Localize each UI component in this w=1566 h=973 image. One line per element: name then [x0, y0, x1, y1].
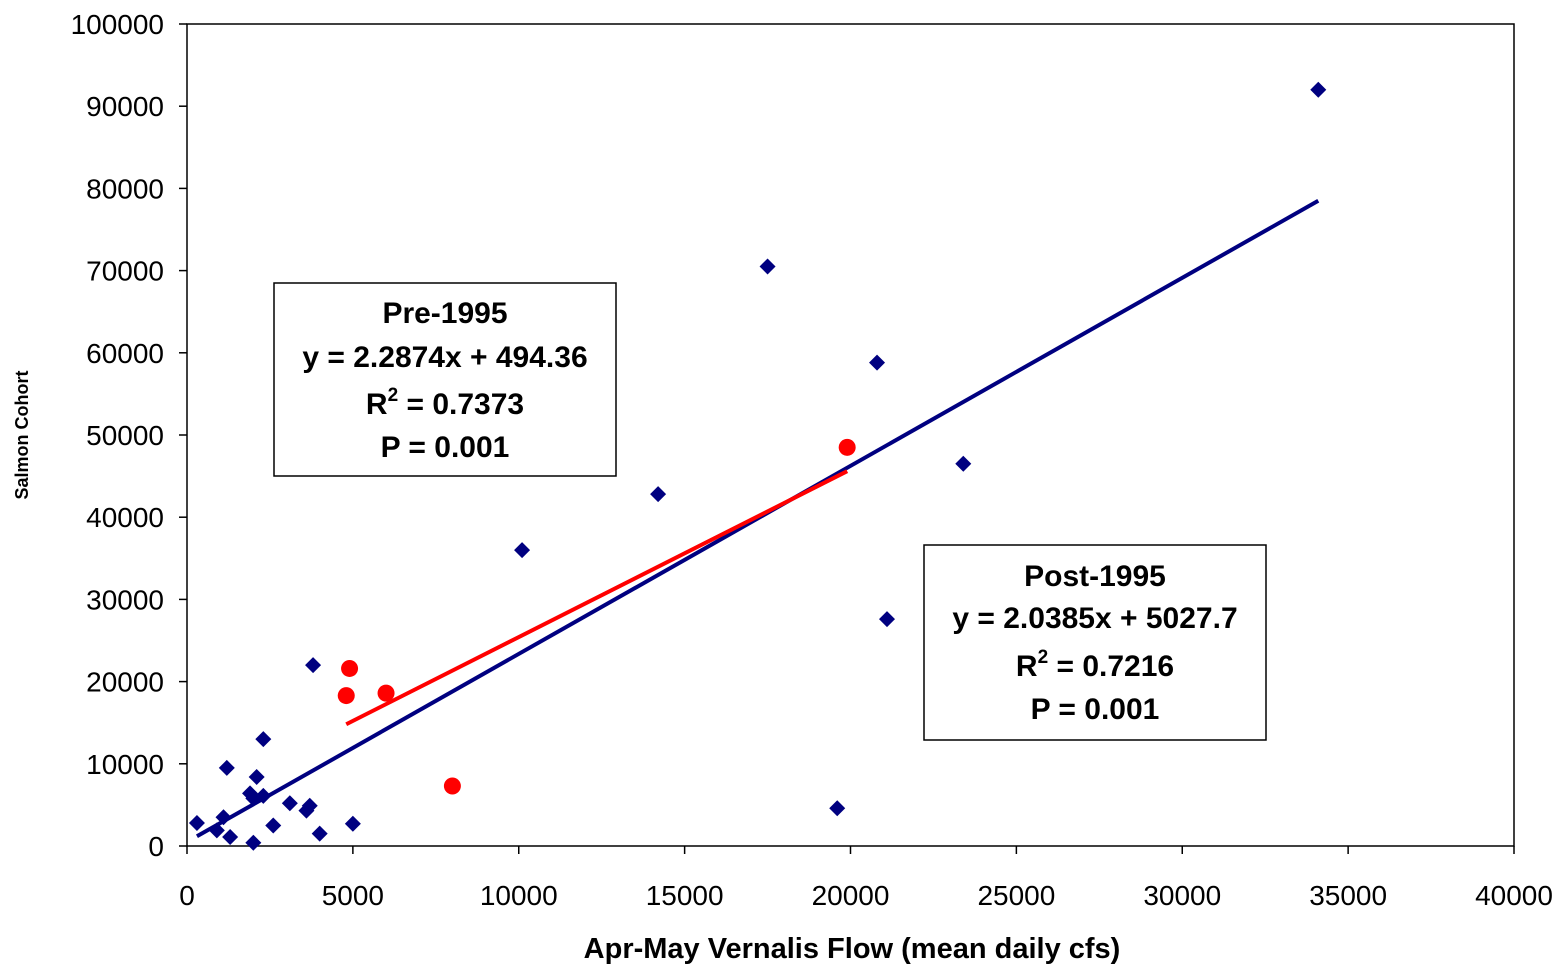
x-tick-label: 10000	[480, 880, 558, 911]
x-tick-label: 5000	[322, 880, 384, 911]
data-point-diamond	[305, 657, 322, 674]
y-tick-label: 90000	[86, 91, 164, 122]
data-point-diamond	[188, 814, 205, 831]
x-tick-label: 35000	[1309, 880, 1387, 911]
data-point-diamond	[255, 731, 272, 748]
annotation-pre-1995: Pre-1995 y = 2.2874x + 494.36 R2 = 0.737…	[273, 282, 617, 477]
data-point-diamond	[248, 768, 265, 785]
x-tick-label: 15000	[646, 880, 724, 911]
x-tick-label: 30000	[1143, 880, 1221, 911]
y-tick-label: 0	[148, 831, 164, 862]
annotation-equation: y = 2.0385x + 5027.7	[952, 602, 1237, 635]
annotation-box	[923, 544, 1267, 741]
data-point-diamond	[1310, 81, 1327, 98]
y-axis-ticks: 0 10000 20000 30000 40000 50000 60000 70000 8000…	[71, 9, 187, 862]
data-point-diamond	[218, 759, 235, 776]
data-point-diamond	[255, 787, 272, 804]
y-tick-label: 70000	[86, 256, 164, 287]
annotation-box	[273, 282, 617, 477]
data-point-circle	[443, 777, 461, 795]
data-point-diamond	[245, 834, 262, 851]
annotation-title: Pre-1995	[382, 297, 507, 330]
data-point-diamond	[222, 828, 239, 845]
annotation-p-value: P = 0.001	[1031, 693, 1160, 726]
data-point-circle	[341, 659, 359, 677]
y-tick-label: 80000	[86, 173, 164, 204]
trend-line-post-1995	[345, 469, 849, 727]
r-squared-prefix: R	[366, 388, 388, 421]
data-point-diamond	[514, 542, 531, 559]
data-point-diamond	[208, 822, 225, 839]
x-tick-label: 20000	[812, 880, 890, 911]
y-tick-label: 60000	[86, 338, 164, 369]
annotation-r-squared: R2 = 0.7216	[1016, 647, 1174, 683]
y-tick-label: 30000	[86, 584, 164, 615]
trend-lines	[195, 199, 1320, 839]
r-squared-exponent: 2	[388, 385, 399, 406]
data-point-circle	[337, 687, 355, 705]
x-tick-label: 0	[179, 880, 195, 911]
y-tick-label: 10000	[86, 749, 164, 780]
data-points	[188, 81, 1327, 851]
annotation-r-squared: R2 = 0.7373	[366, 385, 524, 421]
x-tick-label: 40000	[1475, 880, 1553, 911]
r-squared-exponent: 2	[1038, 647, 1049, 668]
data-point-circle	[838, 438, 856, 456]
annotation-title: Post-1995	[1024, 560, 1166, 593]
y-tick-label: 50000	[86, 420, 164, 451]
annotation-equation: y = 2.2874x + 494.36	[302, 341, 587, 374]
data-point-diamond	[311, 825, 328, 842]
y-axis-title: Salmon Cohort	[12, 370, 32, 499]
data-point-diamond	[344, 815, 361, 832]
r-squared-value: = 0.7216	[1048, 650, 1174, 683]
data-point-diamond	[869, 354, 886, 371]
annotation-post-1995: Post-1995 y = 2.0385x + 5027.7 R2 = 0.72…	[923, 544, 1267, 741]
data-point-diamond	[301, 797, 318, 814]
y-tick-label: 100000	[71, 9, 164, 40]
y-tick-label: 40000	[86, 502, 164, 533]
data-point-diamond	[955, 455, 972, 472]
r-squared-value: = 0.7373	[398, 388, 524, 421]
data-point-diamond	[829, 800, 846, 817]
annotation-p-value: P = 0.001	[381, 431, 510, 464]
data-point-diamond	[265, 817, 282, 834]
x-axis-ticks: 0 5000 10000 15000 20000 25000 30000 35000 40000	[179, 846, 1553, 911]
data-point-diamond	[759, 258, 776, 275]
r-squared-prefix: R	[1016, 650, 1038, 683]
x-tick-label: 25000	[977, 880, 1055, 911]
data-point-circle	[377, 684, 395, 702]
data-point-diamond	[650, 486, 667, 503]
data-point-diamond	[281, 795, 298, 812]
y-tick-label: 20000	[86, 667, 164, 698]
x-axis-title: Apr-May Vernalis Flow (mean daily cfs)	[584, 933, 1121, 965]
data-point-diamond	[215, 809, 232, 826]
data-point-diamond	[878, 611, 895, 628]
